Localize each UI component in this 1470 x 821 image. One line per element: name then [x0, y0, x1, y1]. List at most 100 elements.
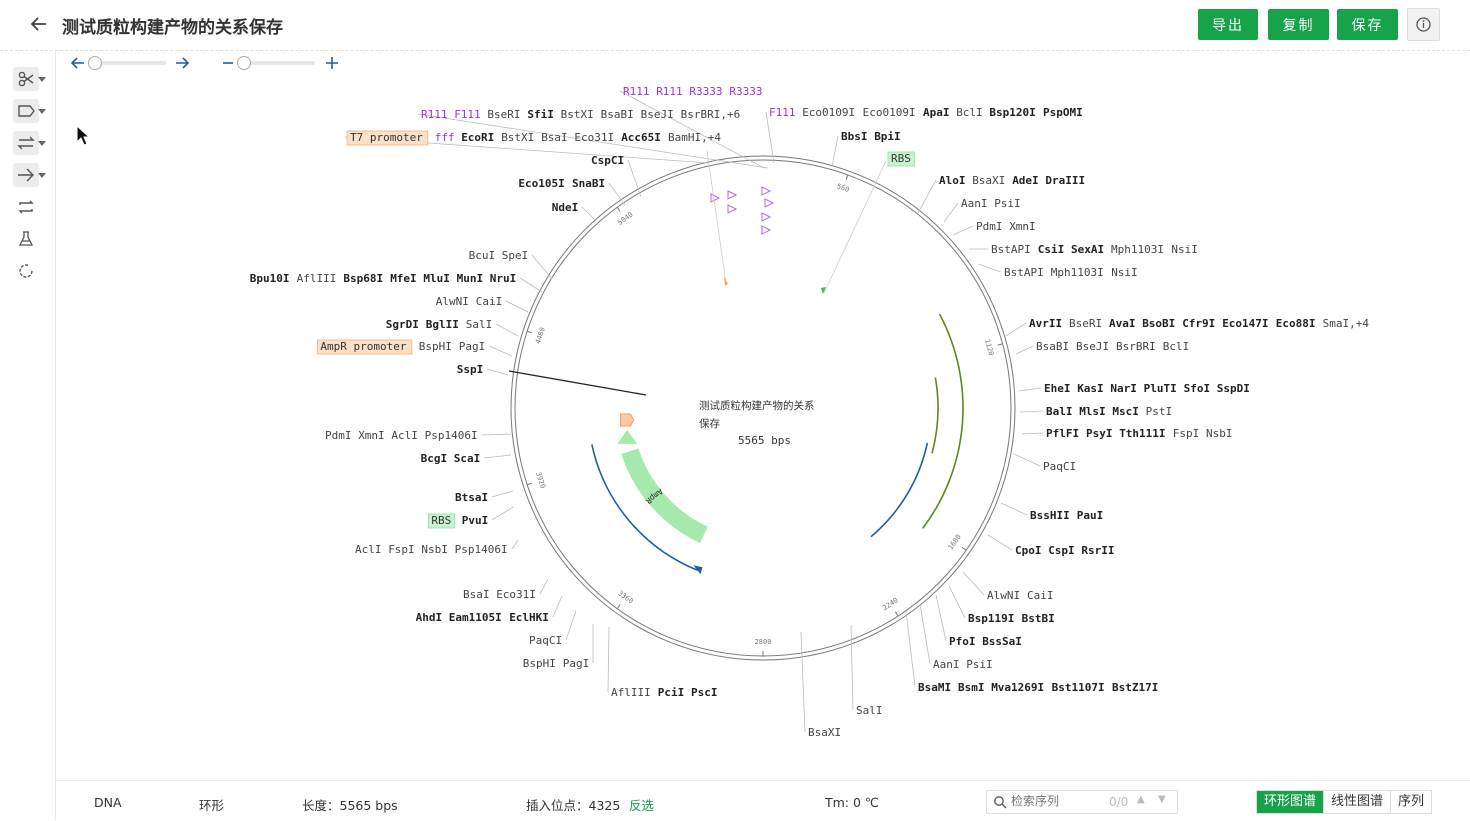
ampr-promoter-feature[interactable]	[620, 413, 635, 427]
enzyme-label-group[interactable]: R111 F111 BseRI SfiI BstXI BsaBI BseJI BsrBRI,+…	[417, 108, 769, 169]
chevron-down-icon[interactable]	[38, 77, 46, 82]
enzyme-label-group[interactable]: CpoI CspI RsrII	[987, 534, 1115, 557]
enzyme-name: MlsI	[1079, 405, 1106, 418]
enzyme-label-group[interactable]: EheI KasI NarI PluTI SfoI SspDI	[1018, 382, 1250, 395]
zoom-in-icon[interactable]	[325, 56, 339, 70]
primer-marker[interactable]	[761, 225, 772, 235]
enzyme-label-group[interactable]: AvrII BseRI AvaI BsoBI Cfr9I Eco147I Eco88I Sma…	[1005, 317, 1369, 337]
search-next-icon[interactable]: ▼	[1158, 794, 1166, 805]
search-input[interactable]	[1009, 793, 1103, 809]
enzyme-label-group[interactable]: AanI PsiI	[943, 197, 1021, 223]
sequence-search[interactable]: 0/0 ▲ ▼	[986, 790, 1178, 814]
enzyme-name: PaqCI	[1043, 460, 1076, 473]
feature-arc-olive-inner[interactable]	[931, 377, 939, 454]
primer-marker[interactable]	[764, 198, 775, 208]
save-button[interactable]: 保存	[1337, 9, 1398, 40]
enzyme-label-group[interactable]: PdmI XmnI	[952, 220, 1036, 236]
orf-arc-left[interactable]	[591, 444, 698, 571]
enzyme-label-group[interactable]: BssHII PauI	[1000, 502, 1103, 522]
reverse-select-link[interactable]: 反选	[629, 798, 655, 813]
enzyme-label-group[interactable]: T7 promoter fff EcoRI BstXI BsaI Eco31I Acc65I…	[344, 130, 721, 164]
enzyme-label-group[interactable]: PaqCI	[529, 610, 577, 647]
enzyme-label-group[interactable]: F111 Eco0109I Eco0109I ApaI BclI Bsp120I PspOM…	[765, 106, 1083, 164]
enzyme-label-group[interactable]: Bpu10I AflIII Bsp68I MfeI MluI MunI NruI	[250, 272, 543, 293]
enzyme-label-group[interactable]: AmpR promoter BspHI PagI	[316, 339, 513, 357]
enzyme-label-group[interactable]: AanI PsiI	[919, 603, 993, 671]
enzyme-label-group[interactable]: SalI	[850, 624, 883, 717]
feature-arc-olive-outer[interactable]	[922, 313, 964, 529]
enzyme-label-group[interactable]: AclI FspI NsbI Psp1406I	[355, 539, 519, 556]
tick-mark	[526, 330, 533, 334]
enzyme-label-group[interactable]: CspCI	[591, 154, 642, 198]
enzyme-label-group[interactable]: AhdI Eam1105I EclHKI	[416, 595, 563, 624]
zoom-slider[interactable]	[238, 61, 315, 65]
copy-button[interactable]: 复制	[1268, 9, 1329, 40]
ampr-feature[interactable]: AmpR	[617, 429, 708, 544]
back-arrow-icon[interactable]	[28, 13, 50, 35]
tick-mark	[961, 546, 967, 551]
flask-tool-button[interactable]	[13, 227, 39, 251]
chevron-down-icon[interactable]	[38, 141, 46, 146]
export-button[interactable]: 导出	[1198, 9, 1258, 40]
enzyme-label-group[interactable]: BtsaI	[455, 490, 514, 504]
tab-sequence[interactable]: 序列	[1391, 791, 1432, 813]
refresh-tool-button[interactable]	[13, 259, 39, 283]
search-prev-icon[interactable]: ▲	[1137, 794, 1145, 805]
enzyme-label-group[interactable]: SspI	[457, 363, 509, 376]
info-button[interactable]	[1407, 8, 1440, 41]
chevron-down-icon[interactable]	[38, 173, 46, 178]
zoom-out-icon[interactable]	[221, 56, 235, 70]
orf-arc-right[interactable]	[870, 442, 929, 538]
enzyme-label-group[interactable]: BstAPI CsiI SexAI Mph1103I NsiI	[969, 243, 1198, 256]
enzyme-label-group[interactable]: BcuI SpeI	[469, 249, 553, 280]
enzyme-label-group[interactable]: RBS PvuI	[427, 506, 514, 529]
enzyme-label-group[interactable]: BstAPI Mph1103I NsiI	[977, 263, 1138, 279]
view-tabs: 环形图谱 线性图谱 序列	[1256, 790, 1433, 814]
enzyme-label-group[interactable]: BsaMI BsmI Mva1269I Bst1107I BstZ17I	[905, 610, 1158, 694]
enzyme-label-group[interactable]: Eco105I SnaBI	[518, 177, 626, 206]
enzyme-label-group[interactable]: PdmI XmnI AclI Psp1406I	[325, 429, 512, 442]
primer-marker[interactable]	[761, 186, 772, 196]
enzyme-label-group[interactable]: BsaI Eco31I	[463, 578, 549, 601]
enzyme-label-group[interactable]: AloI BsaXI AdeI DraIII	[917, 174, 1085, 214]
primer-marker[interactable]	[710, 193, 721, 203]
direction-tool-button[interactable]	[13, 163, 39, 187]
enzyme-label-group[interactable]: BbsI BpiI	[831, 130, 901, 168]
enzyme-label-group[interactable]: BalI MlsI MscI PstI	[1019, 405, 1172, 418]
enzyme-label-group[interactable]: BcgI ScaI	[421, 452, 512, 465]
enzyme-label-group[interactable]: AlwNI CaiI	[962, 571, 1054, 602]
enzyme-label-group[interactable]: NdeI	[552, 201, 597, 222]
tick-mark	[845, 174, 849, 180]
tab-linear-map[interactable]: 线性图谱	[1324, 791, 1392, 813]
loop-tool-button[interactable]	[13, 195, 39, 219]
enzyme-label-group[interactable]: PaqCI	[1013, 453, 1076, 473]
primer-marker[interactable]	[727, 204, 738, 214]
rotation-slider-handle[interactable]	[88, 56, 102, 70]
rotation-slider[interactable]	[88, 61, 166, 65]
tab-circular-map[interactable]: 环形图谱	[1257, 791, 1325, 813]
enzyme-label-group[interactable]: SgrDI BglII SalI	[386, 318, 519, 337]
primer-marker[interactable]	[761, 212, 772, 222]
enzyme-label-group[interactable]: RBS	[887, 151, 915, 167]
enzyme-label-group[interactable]: BspHI PagI	[523, 624, 594, 670]
rotate-right-icon[interactable]	[174, 56, 190, 70]
enzyme-label-group[interactable]: AflIII PciI PscI	[607, 626, 718, 699]
enzyme-name: BsaI	[463, 588, 490, 601]
enzyme-label-group[interactable]: PflFI PsyI Tth111I FspI NsbI	[1021, 427, 1233, 440]
enzyme-label-group[interactable]: R111 R111 R3333 R3333	[619, 85, 765, 169]
enzyme-label-group[interactable]: PfoI BssSaI	[935, 594, 1022, 648]
swap-tool-button[interactable]	[13, 131, 39, 155]
cut-tool-button[interactable]	[13, 67, 39, 91]
enzyme-label-group[interactable]: AlwNI CaiI	[436, 295, 529, 313]
enzyme-label-group[interactable]: BsaXI	[800, 631, 841, 739]
rotate-left-icon[interactable]	[70, 56, 190, 70]
chevron-down-icon[interactable]	[38, 109, 46, 114]
enzyme-name: BssSaI	[982, 635, 1022, 648]
enzyme-name: CspI	[1048, 544, 1075, 557]
enzyme-label-group[interactable]: Bsp119I BstBI	[948, 585, 1055, 625]
label-tool-button[interactable]	[13, 99, 39, 123]
enzyme-label-group[interactable]: BsaBI BseJI BsrBRI BclI	[1015, 340, 1189, 355]
primer-marker[interactable]	[727, 190, 738, 200]
plasmid-map-canvas[interactable]: 560 1120 1680 2240 2800 3360 3920 4480 5040 AmpR 测…	[56, 51, 1470, 779]
zoom-slider-handle[interactable]	[237, 56, 251, 70]
